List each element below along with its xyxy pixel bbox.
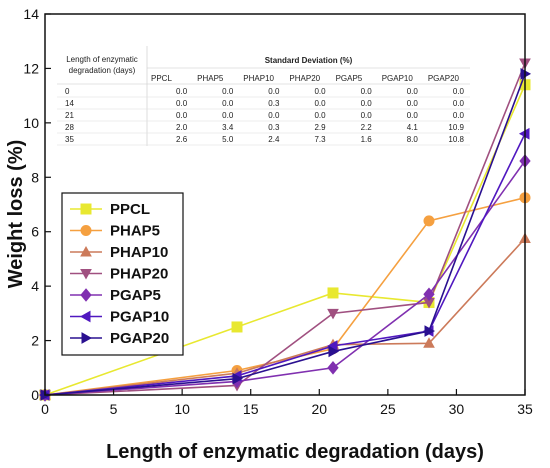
data-point-ppcl-21 [327, 287, 339, 299]
sd-table-column-header-pgap20: PGAP20 [428, 74, 460, 83]
sd-table-cell-21-phap10: 0.0 [268, 111, 280, 120]
y-tick-label-2: 2 [31, 333, 39, 349]
legend-label-phap10: PHAP10 [110, 244, 168, 261]
data-point-pgap5-21 [327, 361, 339, 375]
sd-table-cell-14-pgap5: 0.0 [361, 99, 373, 108]
legend-marker-pgap5 [80, 288, 92, 302]
sd-table-cell-21-pgap20: 0.0 [453, 111, 465, 120]
sd-table-corner-header-line2: degradation (days) [69, 66, 136, 75]
data-point-phap5-28 [423, 215, 435, 227]
y-axis-title: Weight loss (%) [5, 140, 27, 289]
sd-table-column-header-pgap5: PGAP5 [336, 74, 363, 83]
x-tick-label-5: 5 [110, 401, 118, 417]
sd-table-cell-0-phap20: 0.0 [314, 87, 326, 96]
legend-marker-pgap20 [81, 332, 93, 344]
x-tick-label-15: 15 [243, 401, 259, 417]
legend-marker-phap5 [80, 225, 92, 236]
sd-table-cell-28-phap5: 3.4 [222, 123, 234, 132]
sd-table-cell-0-phap10: 0.0 [268, 87, 280, 96]
legend-label-ppcl: PPCL [110, 201, 150, 218]
sd-table-cell-14-phap5: 0.0 [222, 99, 234, 108]
sd-table-cell-35-pgap5: 1.6 [361, 135, 373, 144]
sd-table-cell-0-ppcl: 0.0 [176, 87, 188, 96]
y-tick-label-8: 8 [31, 169, 39, 185]
x-tick-label-0: 0 [41, 401, 49, 417]
y-tick-label-12: 12 [23, 60, 39, 76]
sd-table-cell-21-pgap5: 0.0 [361, 111, 373, 120]
sd-table-day-35: 35 [65, 135, 74, 144]
sd-table-cell-28-pgap20: 10.9 [448, 123, 464, 132]
x-tick-label-10: 10 [174, 401, 190, 417]
legend-label-pgap20: PGAP20 [110, 330, 169, 347]
sd-table-cell-28-phap10: 0.3 [268, 123, 280, 132]
sd-table-cell-35-ppcl: 2.6 [176, 135, 188, 144]
data-point-phap20-21 [327, 308, 339, 320]
data-point-pgap20-21 [328, 345, 340, 358]
legend-label-phap5: PHAP5 [110, 223, 160, 240]
sd-table-cell-35-phap5: 5.0 [222, 135, 234, 144]
legend-marker-phap10 [80, 245, 92, 257]
sd-table-cell-28-ppcl: 2.0 [176, 123, 188, 132]
sd-table-cell-35-phap10: 2.4 [268, 135, 280, 144]
x-tick-label-20: 20 [311, 401, 327, 417]
sd-table-cell-35-pgap20: 10.8 [448, 135, 464, 144]
y-tick-label-14: 14 [23, 6, 39, 22]
data-point-phap10-28 [423, 337, 435, 348]
sd-table-group-header: Standard Deviation (%) [265, 56, 353, 65]
sd-table-cell-28-phap20: 2.9 [314, 123, 326, 132]
sd-table-cell-21-ppcl: 0.0 [176, 111, 188, 120]
sd-table-column-header-phap20: PHAP20 [289, 74, 320, 83]
x-tick-label-25: 25 [380, 401, 396, 417]
sd-table-cell-21-pgap10: 0.0 [407, 111, 419, 120]
legend-marker-pgap10 [79, 310, 91, 323]
sd-table-cell-14-pgap10: 0.0 [407, 99, 419, 108]
sd-table-cell-0-pgap20: 0.0 [453, 87, 465, 96]
sd-table-day-21: 21 [65, 111, 74, 120]
legend-label-pgap5: PGAP5 [110, 287, 161, 304]
x-axis-title: Length of enzymatic degradation (days) [106, 441, 484, 463]
legend-label-phap20: PHAP20 [110, 266, 168, 283]
sd-table-cell-21-phap20: 0.0 [314, 111, 326, 120]
sd-table-corner-header-line1: Length of enzymatic [66, 55, 138, 64]
sd-table-cell-14-phap20: 0.0 [314, 99, 326, 108]
sd-table-cell-35-pgap10: 8.0 [407, 135, 419, 144]
legend-marker-phap20 [80, 269, 92, 280]
plot-frame [44, 13, 526, 396]
data-point-pgap20-14 [232, 372, 244, 385]
sd-table-cell-28-pgap10: 4.1 [407, 123, 419, 132]
sd-table-column-header-phap10: PHAP10 [243, 74, 274, 83]
sd-table-cell-14-pgap20: 0.0 [453, 99, 465, 108]
sd-table-day-28: 28 [65, 123, 74, 132]
data-point-pgap20-28 [424, 325, 436, 337]
legend-label-pgap10: PGAP10 [110, 309, 169, 326]
sd-table-cell-0-pgap5: 0.0 [361, 87, 373, 96]
sd-table-column-header-phap5: PHAP5 [197, 74, 224, 83]
x-tick-label-30: 30 [449, 401, 465, 417]
y-tick-label-4: 4 [31, 278, 39, 294]
sd-table-background [57, 46, 470, 146]
sd-table-cell-21-phap5: 0.0 [222, 111, 234, 120]
y-tick-label-0: 0 [31, 387, 39, 403]
data-point-ppcl-14 [231, 321, 243, 333]
sd-table-column-header-ppcl: PPCL [151, 74, 172, 83]
sd-table-cell-14-ppcl: 0.0 [176, 99, 188, 108]
y-tick-label-6: 6 [31, 224, 39, 240]
data-point-pgap5-28 [423, 287, 435, 302]
sd-table-day-0: 0 [65, 87, 70, 96]
y-tick-label-10: 10 [23, 115, 39, 131]
sd-table-cell-35-phap20: 7.3 [314, 135, 326, 144]
sd-table-cell-0-pgap10: 0.0 [407, 87, 419, 96]
legend-marker-ppcl [80, 203, 92, 215]
sd-table-column-header-pgap10: PGAP10 [382, 74, 414, 83]
sd-table-day-14: 14 [65, 99, 74, 108]
sd-table-cell-28-pgap5: 2.2 [361, 123, 373, 132]
sd-table-cell-14-phap10: 0.3 [268, 99, 280, 108]
sd-table-cell-0-phap5: 0.0 [222, 87, 234, 96]
x-tick-label-35: 35 [517, 401, 533, 417]
